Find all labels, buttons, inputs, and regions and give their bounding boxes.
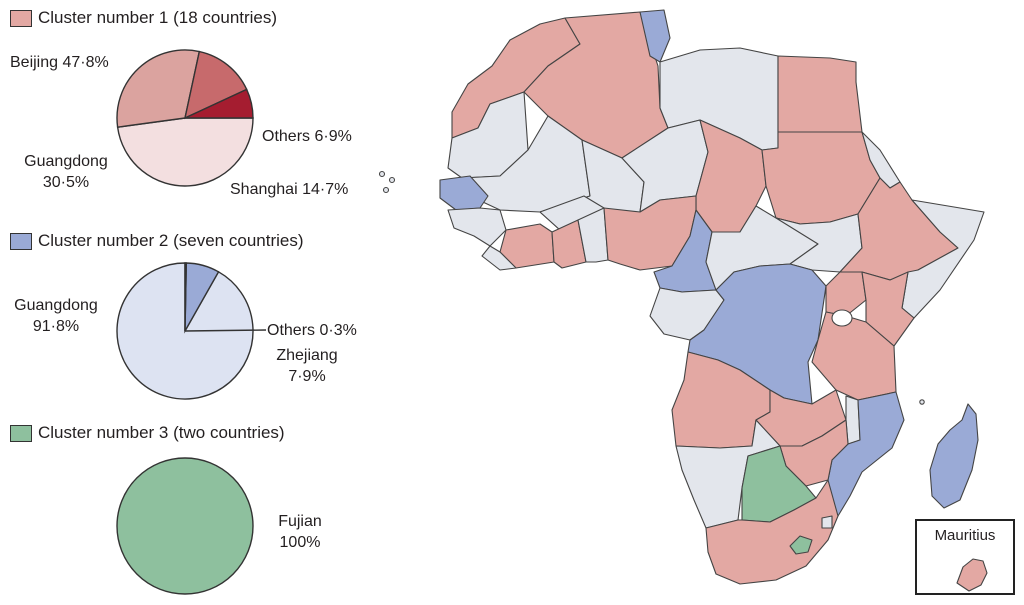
legend-swatch-cluster-3 [10, 424, 32, 442]
country-eswatini [821, 515, 833, 529]
country-kenya [861, 271, 915, 347]
mauritius-inset: Mauritius [915, 519, 1015, 595]
country-uganda [825, 271, 867, 317]
legend-cluster-1: Cluster number 1 (18 countries) [10, 8, 277, 28]
pie3-slice-fujian [116, 457, 254, 595]
pie2-label-guangdong-name: Guangdong [14, 297, 98, 314]
legend-swatch-cluster-1 [10, 9, 32, 27]
pie1-label-guangdong-value: 30·5% [42, 174, 90, 191]
country-tunisia [639, 9, 671, 63]
country-mozambique [825, 391, 905, 517]
mauritius-label: Mauritius [934, 527, 996, 544]
pie1-label-others: Others 6·9% [262, 128, 352, 145]
island-cape-verde-3 [382, 186, 390, 194]
mauritius-shape [956, 558, 988, 592]
map-countries [378, 9, 985, 585]
country-mauritius [956, 558, 988, 592]
pie3-label-fujian: Fujian 100% [264, 511, 336, 553]
legend-text-cluster-2: Cluster number 2 (seven countries) [38, 231, 304, 250]
pie1-label-beijing: Beijing 47·8% [10, 54, 109, 71]
country-egypt [777, 55, 863, 133]
legend-cluster-3: Cluster number 3 (two countries) [10, 423, 285, 443]
pie1-slice-guangdong [116, 49, 201, 128]
pie2-slice-others [184, 262, 187, 332]
island-cape-verde-2 [388, 176, 396, 184]
country-togo-benin [577, 207, 609, 263]
island-comoros [919, 399, 925, 405]
country-lesotho [789, 535, 813, 555]
legend-text-cluster-3: Cluster number 3 (two countries) [38, 423, 285, 442]
pie2-label-zhejiang: Zhejiang 7·9% [265, 345, 349, 387]
pie2-others-leader-line [184, 329, 267, 332]
pie2-label-others: Others 0·3% [267, 322, 357, 339]
lake-victoria [831, 309, 853, 327]
legend-cluster-2: Cluster number 2 (seven countries) [10, 231, 304, 251]
pie1-slice-beijing [116, 117, 254, 187]
country-guinea-region [447, 207, 507, 247]
country-ghana [551, 219, 587, 269]
pie2-label-zhejiang-name: Zhejiang [276, 347, 338, 364]
pie3-label-fujian-value: 100% [279, 534, 321, 551]
pie2-label-guangdong-value: 91·8% [32, 318, 80, 335]
pie1-slice-shanghai [184, 50, 248, 120]
pie3-label-fujian-name: Fujian [278, 513, 322, 530]
pie2-label-zhejiang-value: 7·9% [288, 368, 326, 385]
country-south-africa [705, 479, 839, 585]
pie1-label-shanghai: Shanghai 14·7% [230, 181, 349, 198]
pie1-label-guangdong-name: Guangdong [24, 153, 108, 170]
pie1-slice-others [184, 88, 254, 119]
country-liberia [481, 245, 517, 271]
pie1-label-guangdong: Guangdong 30·5% [14, 151, 118, 193]
island-cape-verde-1 [378, 170, 386, 178]
legend-swatch-cluster-2 [10, 232, 32, 250]
pie2-label-guangdong: Guangdong 91·8% [4, 295, 108, 337]
country-madagascar [929, 403, 979, 509]
legend-text-cluster-1: Cluster number 1 (18 countries) [38, 8, 278, 27]
